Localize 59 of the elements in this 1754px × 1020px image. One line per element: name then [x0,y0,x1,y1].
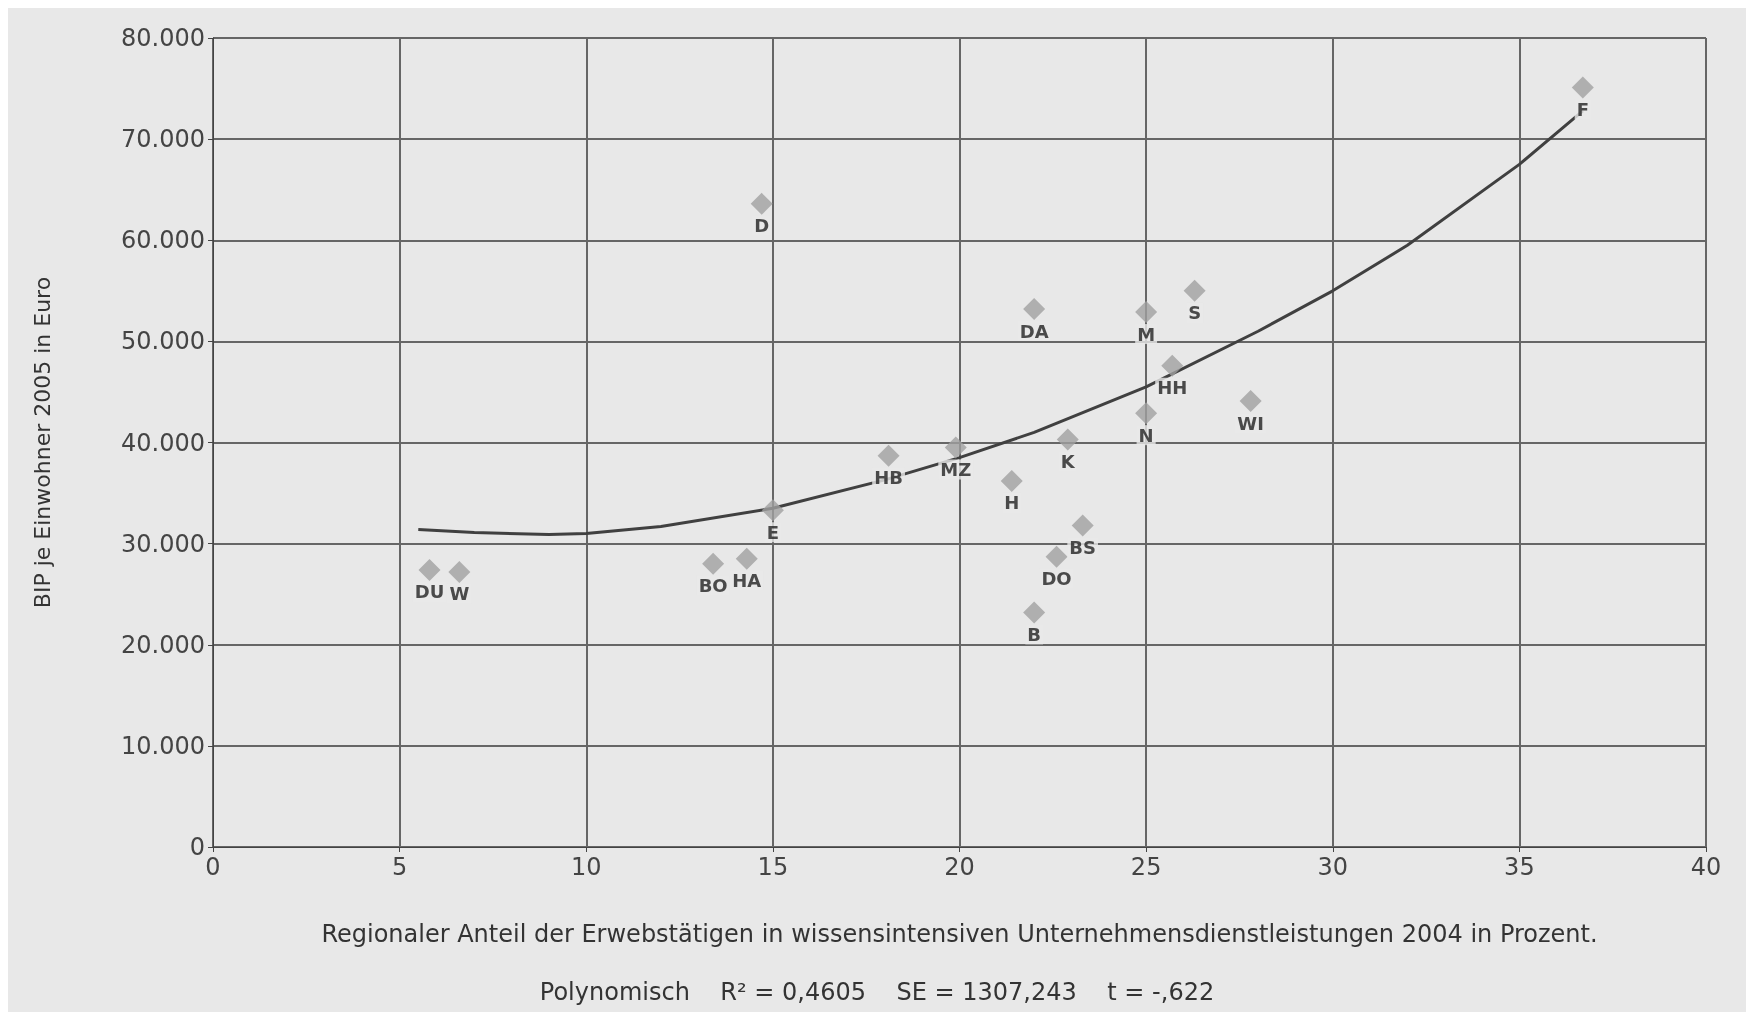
y-tick-label: 50.000 [121,327,205,356]
point [1571,76,1594,99]
point [1000,469,1023,492]
y-tick-label: 10.000 [121,731,205,760]
annotation: DU [414,581,445,603]
x-tick-label: 20 [944,853,975,881]
point [448,560,471,583]
annotation: B [1027,623,1042,645]
annotation: BS [1069,536,1097,558]
annotation: K [1060,450,1076,472]
point [877,444,900,467]
y-tick-label: 30.000 [121,529,205,558]
annotation: DO [1041,568,1072,590]
point [761,499,784,522]
point [944,436,967,459]
annotation: N [1138,424,1154,446]
point [418,558,441,581]
point [1135,301,1158,324]
x-tick-label: 40 [1690,853,1722,881]
annotation: W [449,583,470,605]
y-tick-label: 80.000 [121,24,205,52]
annotation: D [754,215,770,237]
annotation: BO [698,575,728,597]
point [1023,601,1046,624]
y-tick-label: 20.000 [121,630,205,659]
point [1056,428,1079,451]
y-tick-label: 70.000 [121,125,205,154]
annotation: E [766,521,780,543]
y-tick-label: 40.000 [121,428,205,457]
point [1183,279,1206,302]
annotation: M [1137,323,1156,345]
point [1161,354,1184,377]
point [1135,402,1158,425]
x-axis-title: Regionaler Anteil der Erwebstätigen in wissensintensiven Unternehmensdienstleistungen 2004 in Prozent. [321,920,1598,948]
point [702,552,725,575]
x-tick-label: 5 [391,853,408,881]
annotation: WI [1237,412,1264,434]
point [1023,298,1046,321]
point [1045,545,1068,568]
point [1239,390,1262,413]
x-tick-label: 30 [1317,853,1349,881]
x-tick-label: 15 [757,853,789,881]
x-tick-label: 35 [1504,853,1535,881]
y-axis-title: BIP je Einwohner 2005 in Euro [29,276,55,609]
annotation: H [1004,492,1020,514]
annotation: HH [1157,377,1188,399]
x-tick-label: 25 [1130,853,1162,881]
point [1071,514,1094,537]
y-tick-label: 0 [189,833,205,861]
annotation: HA [732,570,762,592]
annotation: S [1188,302,1202,324]
point [750,192,773,215]
annotation: F [1576,99,1589,121]
point [735,547,758,570]
annotation: DA [1019,320,1049,342]
x-tick-label: 10 [570,853,602,881]
text: Polynomisch R² = 0,4605 SE = 1307,243 t = -,622 [539,978,1215,1006]
y-tick-label: 60.000 [121,226,205,255]
annotation: MZ [940,459,972,481]
